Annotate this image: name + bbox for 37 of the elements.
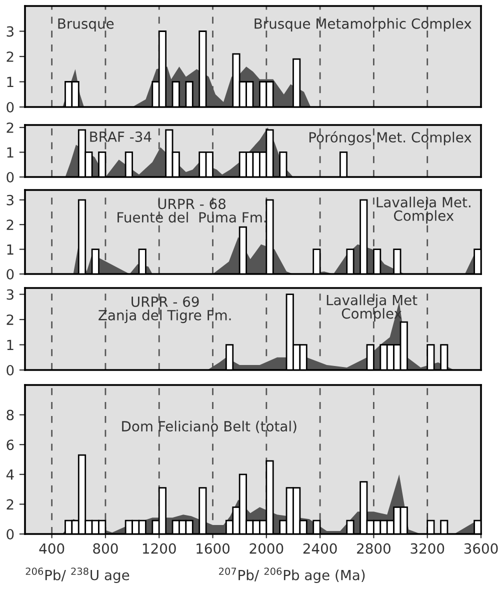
y-tick-label: 3 [6,289,14,300]
y-tick-label: 0 [6,102,14,112]
annotation: URPR - 69 Zanja del Tigre Fm. [98,296,231,324]
x-tick-label: 2800 [357,543,390,554]
y-tick-label: 2 [6,51,14,62]
text: $^{206}$Pb/ $^{238}$U age $^{207}$Pb/ $^{206}$Pb age (Ma) [26,568,365,583]
y-tick-label: 2 [6,314,14,325]
y-tick-label: 0 [6,364,14,376]
annotation: Dom Feliciano Belt (total) [122,420,296,434]
y-tick-label: 3 [6,194,14,206]
y-tick-label: 1 [7,147,14,158]
y-tick-label: 0 [6,528,14,540]
y-tick-label: 4 [6,470,14,480]
y-tick-label: 8 [6,410,14,420]
y-tick-label: 0 [6,268,14,280]
y-tick-label: 6 [6,440,14,450]
x-tick-label: 800 [93,543,118,554]
annotation: Lavalleja Met. Complex [376,196,470,224]
x-tick-label: 2000 [250,543,284,554]
y-tick-label: 2 [6,122,14,133]
annotation: Poróngos Met. Complex [309,131,472,146]
y-tick-label: 0 [6,172,14,182]
y-tick-label: 3 [6,26,14,37]
x-tick-label: 3200 [410,543,444,554]
annotation: BRAF -34 [90,131,152,142]
y-tick-label: 1 [7,76,14,88]
x-tick-label: 1200 [142,543,176,554]
y-tick-label: 1 [7,340,14,350]
annotation: Brusque Metamorphic Complex [254,18,472,32]
y-tick-label: 2 [6,220,14,230]
y-tick-label: 2 [6,499,14,510]
annotation: Brusque [58,18,114,32]
x-tick-label: 2400 [303,543,337,554]
x-tick-label: 1600 [196,543,230,554]
x-tick-label: 400 [39,543,64,554]
x-tick-label: 3600 [464,543,498,554]
y-tick-label: 1 [7,244,14,255]
